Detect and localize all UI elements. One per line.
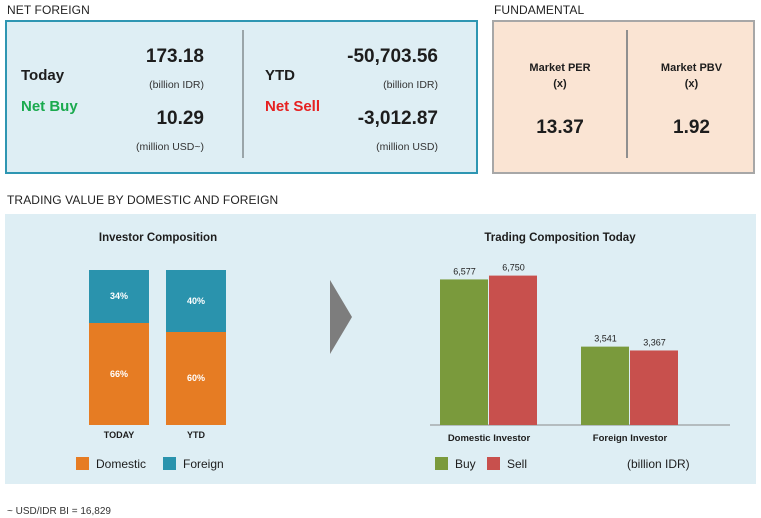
today-status: Net Buy	[21, 98, 78, 115]
foreign-segment: 34%	[89, 270, 149, 323]
today-label: Today	[21, 67, 65, 84]
fundamental-panel: Market PER (x) 13.37 Market PBV (x) 1.92	[492, 20, 755, 174]
domestic-segment: 66%	[89, 322, 149, 425]
fundamental-divider	[626, 30, 628, 158]
foreign-segment: 40%	[166, 270, 226, 332]
market-per-value: 13.37	[536, 117, 584, 138]
category-label: Foreign Investor	[593, 433, 668, 444]
chevron-right-icon	[330, 280, 352, 354]
today-usd-value: 10.29	[156, 108, 204, 129]
today-idr-unit: (billion IDR)	[149, 79, 204, 91]
legend-buy-swatch	[435, 457, 448, 470]
category-label: TODAY	[103, 430, 135, 440]
buy-bar	[440, 279, 488, 425]
net-foreign-panel: Today Net Buy 173.18 (billion IDR) 10.29…	[5, 20, 478, 174]
ytd-idr-value: -50,703.56	[347, 46, 438, 67]
ytd-label: YTD	[265, 67, 295, 84]
category-label: Domestic Investor	[448, 433, 531, 444]
trading-value-title: TRADING VALUE BY DOMESTIC AND FOREIGN	[7, 193, 279, 207]
data-label: 6,577	[453, 266, 476, 276]
sell-bar	[489, 275, 537, 425]
today-usd-unit: (million USD~)	[136, 141, 204, 153]
market-pbv-label: Market PBV (x)	[660, 62, 723, 90]
legend-domestic-label: Domestic	[96, 457, 147, 471]
ytd-status: Net Sell	[265, 98, 321, 115]
exchange-rate-footnote: ~ USD/IDR BI = 16,829	[7, 506, 111, 517]
sell-bar	[630, 350, 678, 425]
ytd-usd-value: -3,012.87	[357, 108, 438, 129]
trading-unit-label: (billion IDR)	[627, 457, 690, 471]
stacked-bar-ytd: 40% 60%	[166, 270, 226, 425]
trading-composition-title: Trading Composition Today	[484, 232, 636, 244]
data-label: 3,367	[643, 337, 666, 347]
legend-foreign-swatch	[163, 457, 176, 470]
data-label: 3,541	[594, 334, 617, 344]
data-label: 6,750	[502, 263, 525, 273]
stacked-bar-today: 34% 66%	[89, 270, 149, 425]
ytd-usd-unit: (million USD)	[376, 141, 438, 153]
category-label: YTD	[187, 430, 205, 440]
net-foreign-title: NET FOREIGN	[7, 3, 90, 17]
market-pbv-value: 1.92	[673, 117, 710, 138]
ytd-idr-unit: (billion IDR)	[383, 79, 438, 91]
fundamental-title: FUNDAMENTAL	[494, 3, 585, 17]
legend-sell-label: Sell	[507, 457, 528, 471]
net-foreign-divider	[242, 30, 244, 158]
market-per-label: Market PER (x)	[529, 62, 591, 90]
today-idr-value: 173.18	[145, 46, 204, 67]
investor-composition-title: Investor Composition	[98, 232, 218, 244]
legend-domestic-swatch	[76, 457, 89, 470]
domestic-segment: 60%	[166, 332, 226, 425]
buy-bar	[581, 346, 629, 425]
legend-buy-label: Buy	[455, 457, 476, 471]
legend-foreign-label: Foreign	[183, 457, 224, 471]
legend-sell-swatch	[487, 457, 500, 470]
trading-composition-chart: 6,577 6,750 Domestic Investor 3,541 3,367 For…	[430, 263, 730, 444]
